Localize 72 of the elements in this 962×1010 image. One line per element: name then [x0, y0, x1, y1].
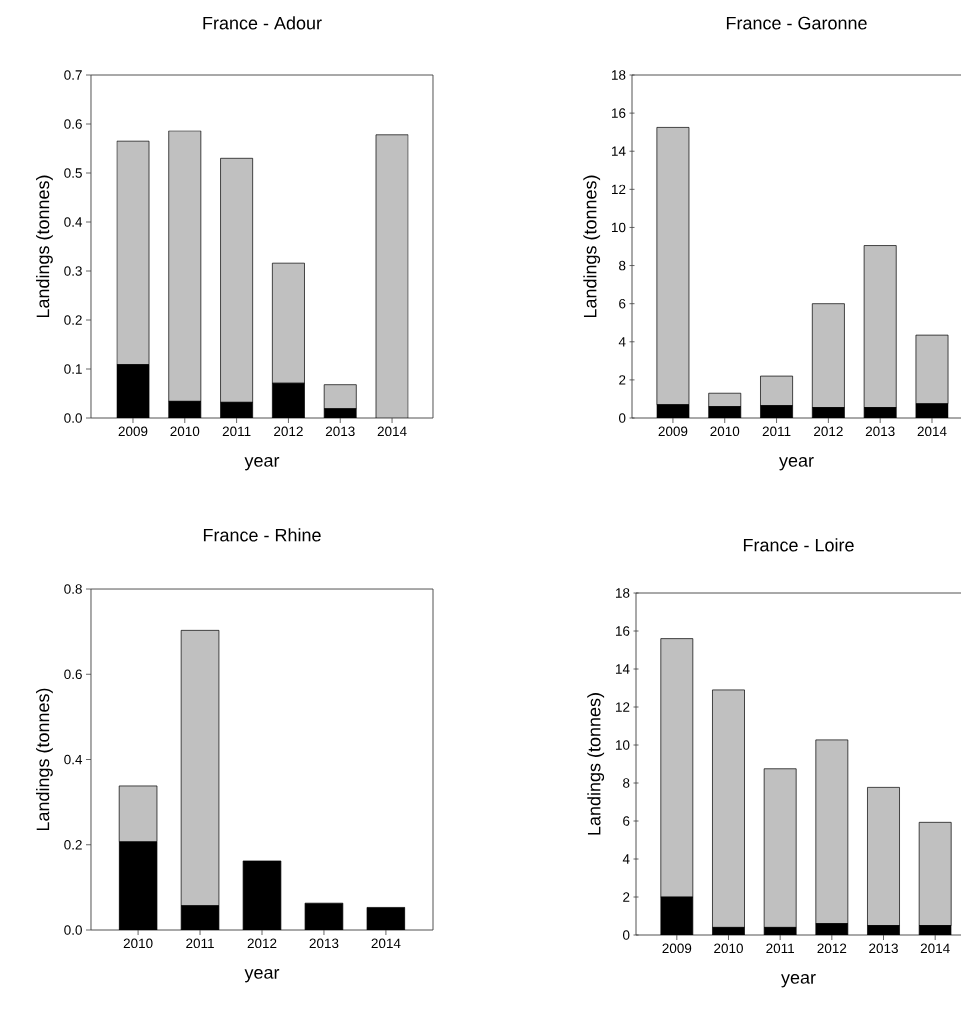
x-tick-label: 2014	[377, 426, 407, 437]
x-axis-title: year	[244, 456, 280, 471]
x-tick-label: 2014	[917, 426, 947, 437]
y-tick-label: 10	[611, 222, 626, 233]
y-tick-label: 4	[618, 337, 626, 347]
y-tick-label: 0	[623, 930, 630, 940]
chart-title: France - Garonne	[726, 16, 867, 30]
y-axis-title: Landings (tonnes)	[587, 693, 605, 835]
y-tick-label: 0.8	[64, 584, 82, 594]
y-axis-title: Landings (tonnes)	[36, 175, 53, 318]
y-tick-label: 0.6	[64, 119, 82, 129]
x-tick-label: 2011	[222, 426, 251, 437]
x-tick-label: 2010	[714, 943, 743, 954]
x-tick-label: 2012	[274, 426, 303, 437]
x-tick-label: 2013	[865, 426, 895, 437]
x-tick-label: 2009	[118, 426, 148, 437]
y-tick-label: 0.4	[64, 754, 83, 765]
x-tick-label: 2010	[170, 426, 200, 437]
x-tick-label: 2011	[766, 943, 795, 954]
y-axis-title: Landings (tonnes)	[583, 175, 601, 318]
x-tick-label: 2013	[869, 943, 898, 954]
x-axis-title: year	[779, 456, 814, 471]
x-tick-label: 2012	[814, 426, 843, 437]
y-tick-label: 0	[619, 413, 626, 423]
y-tick-label: 6	[619, 298, 626, 309]
x-tick-label: 2012	[817, 943, 847, 954]
y-tick-label: 16	[611, 108, 626, 118]
x-tick-label: 2011	[186, 938, 214, 949]
x-tick-label: 2012	[247, 938, 277, 949]
y-tick-label: 8	[619, 260, 626, 271]
y-tick-label: 0.6	[64, 669, 82, 680]
y-tick-label: 0.1	[64, 364, 82, 374]
x-tick-label: 2013	[309, 938, 339, 949]
y-tick-label: 16	[615, 626, 630, 636]
y-tick-label: 10	[615, 740, 630, 750]
x-tick-label: 2011	[762, 426, 791, 437]
y-tick-label: 0.0	[64, 925, 82, 935]
y-tick-label: 6	[623, 816, 630, 826]
bar	[242, 860, 282, 931]
x-tick-label: 2010	[123, 938, 153, 949]
chart-title: France - Rhine	[203, 528, 321, 542]
y-tick-label: 0.4	[64, 217, 83, 227]
y-tick-label: 0.5	[64, 168, 82, 178]
y-tick-label: 2	[623, 892, 630, 902]
y-tick-label: 18	[611, 70, 626, 80]
y-tick-label: 0.2	[64, 839, 82, 850]
bar	[366, 907, 406, 931]
y-tick-label: 12	[615, 702, 630, 712]
bar	[304, 902, 344, 931]
x-axis-title: year	[781, 973, 816, 988]
y-tick-label: 0.7	[64, 70, 82, 80]
x-axis-title: year	[244, 968, 280, 983]
x-tick-label: 2014	[920, 943, 950, 954]
x-tick-label: 2009	[658, 426, 688, 437]
y-tick-label: 0.2	[64, 315, 82, 325]
x-tick-label: 2009	[662, 943, 692, 954]
y-tick-label: 4	[622, 854, 630, 864]
y-tick-label: 12	[611, 184, 626, 195]
x-tick-label: 2014	[371, 938, 401, 949]
x-tick-label: 2010	[710, 426, 740, 437]
y-axis-title: Landings (tonnes)	[36, 688, 53, 831]
y-tick-label: 2	[619, 375, 626, 385]
chart-title: France - Adour	[203, 16, 322, 30]
chart-title: France - Loire	[743, 538, 854, 552]
y-tick-label: 14	[615, 664, 630, 674]
y-tick-label: 8	[623, 778, 630, 788]
bar	[375, 134, 409, 419]
y-tick-label: 0.0	[64, 413, 82, 423]
y-tick-label: 18	[615, 588, 630, 598]
y-tick-label: 14	[611, 146, 626, 156]
x-tick-label: 2013	[325, 426, 355, 437]
y-tick-label: 0.3	[64, 266, 82, 276]
